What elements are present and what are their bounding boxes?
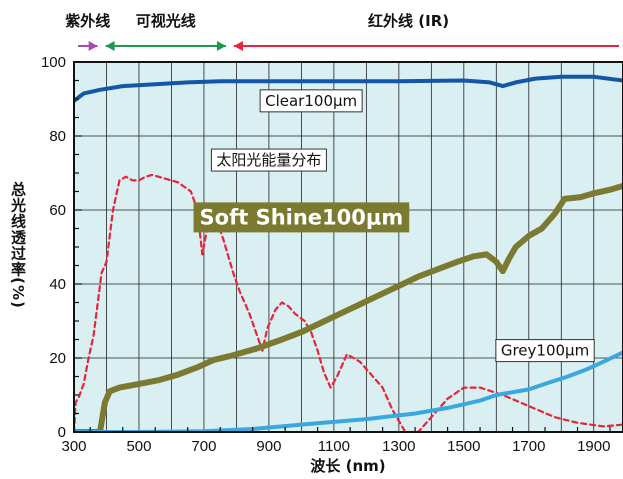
series-layer [74, 74, 623, 432]
y-tick-label: 60 [49, 202, 66, 219]
series-label-box [495, 339, 595, 363]
series-label-1: 太阳光能量分布 [210, 148, 327, 172]
series-label-2: Soft Shine100μm [193, 202, 410, 233]
band-arrowhead [216, 41, 226, 51]
x-tick-label: 1900 [577, 438, 610, 455]
series-label-box [193, 202, 410, 233]
x-tick-label: 1500 [447, 438, 480, 455]
series-labels: Clear100μm 太阳光能量分布 Soft Shine100μm Grey100μ… [193, 89, 595, 363]
y-tick-label: 20 [49, 350, 66, 367]
axis-ticks: 300 500 700 900 1100 1300 1500 1700 1900 0 20 40 60 8… [41, 54, 611, 455]
band-arrowhead [233, 41, 243, 51]
series-line-2 [74, 182, 623, 432]
x-axis-title: 波长 (nm) [310, 457, 385, 475]
plot-area [74, 62, 623, 432]
band-arrowhead [88, 41, 98, 51]
x-tick-label: 1100 [318, 438, 350, 455]
x-tick-label: 700 [191, 438, 216, 455]
series-label-text: Grey100μm [501, 342, 589, 360]
band-0: 紫外线 [65, 12, 110, 51]
series-label-0: Clear100μm [259, 89, 363, 113]
x-tick-label: 1700 [512, 438, 545, 455]
y-tick-label: 100 [41, 54, 66, 71]
series-line-0 [74, 74, 623, 103]
series-label-3: Grey100μm [495, 339, 595, 363]
series-label-text: Soft Shine100μm [200, 205, 404, 229]
band-label: 紫外线 [65, 12, 110, 30]
y-axis-title: 总光线透过率(%) [9, 180, 27, 309]
series-label-box [259, 89, 363, 113]
y-tick-label: 0 [58, 424, 66, 441]
series-label-box [210, 148, 327, 172]
band-label: 红外线 (IR) [368, 12, 449, 30]
x-tick-label: 1300 [382, 438, 415, 455]
series-label-text: Clear100μm [265, 92, 357, 110]
band-1: 可视光线 [105, 12, 226, 51]
series-line-1 [74, 173, 623, 432]
series-line-3 [74, 350, 623, 432]
x-tick-label: 500 [126, 438, 151, 455]
x-tick-label: 300 [61, 438, 86, 455]
band-label: 可视光线 [136, 12, 196, 30]
band-2: 红外线 (IR) [233, 12, 619, 51]
spectrum-bands: 紫外线 可视光线 红外线 (IR) [65, 12, 619, 51]
series-label-text: 太阳光能量分布 [216, 151, 321, 169]
x-tick-label: 900 [256, 438, 281, 455]
band-arrowhead [105, 41, 115, 51]
grid [74, 62, 623, 432]
y-tick-label: 40 [49, 276, 66, 293]
y-tick-label: 80 [49, 128, 66, 145]
